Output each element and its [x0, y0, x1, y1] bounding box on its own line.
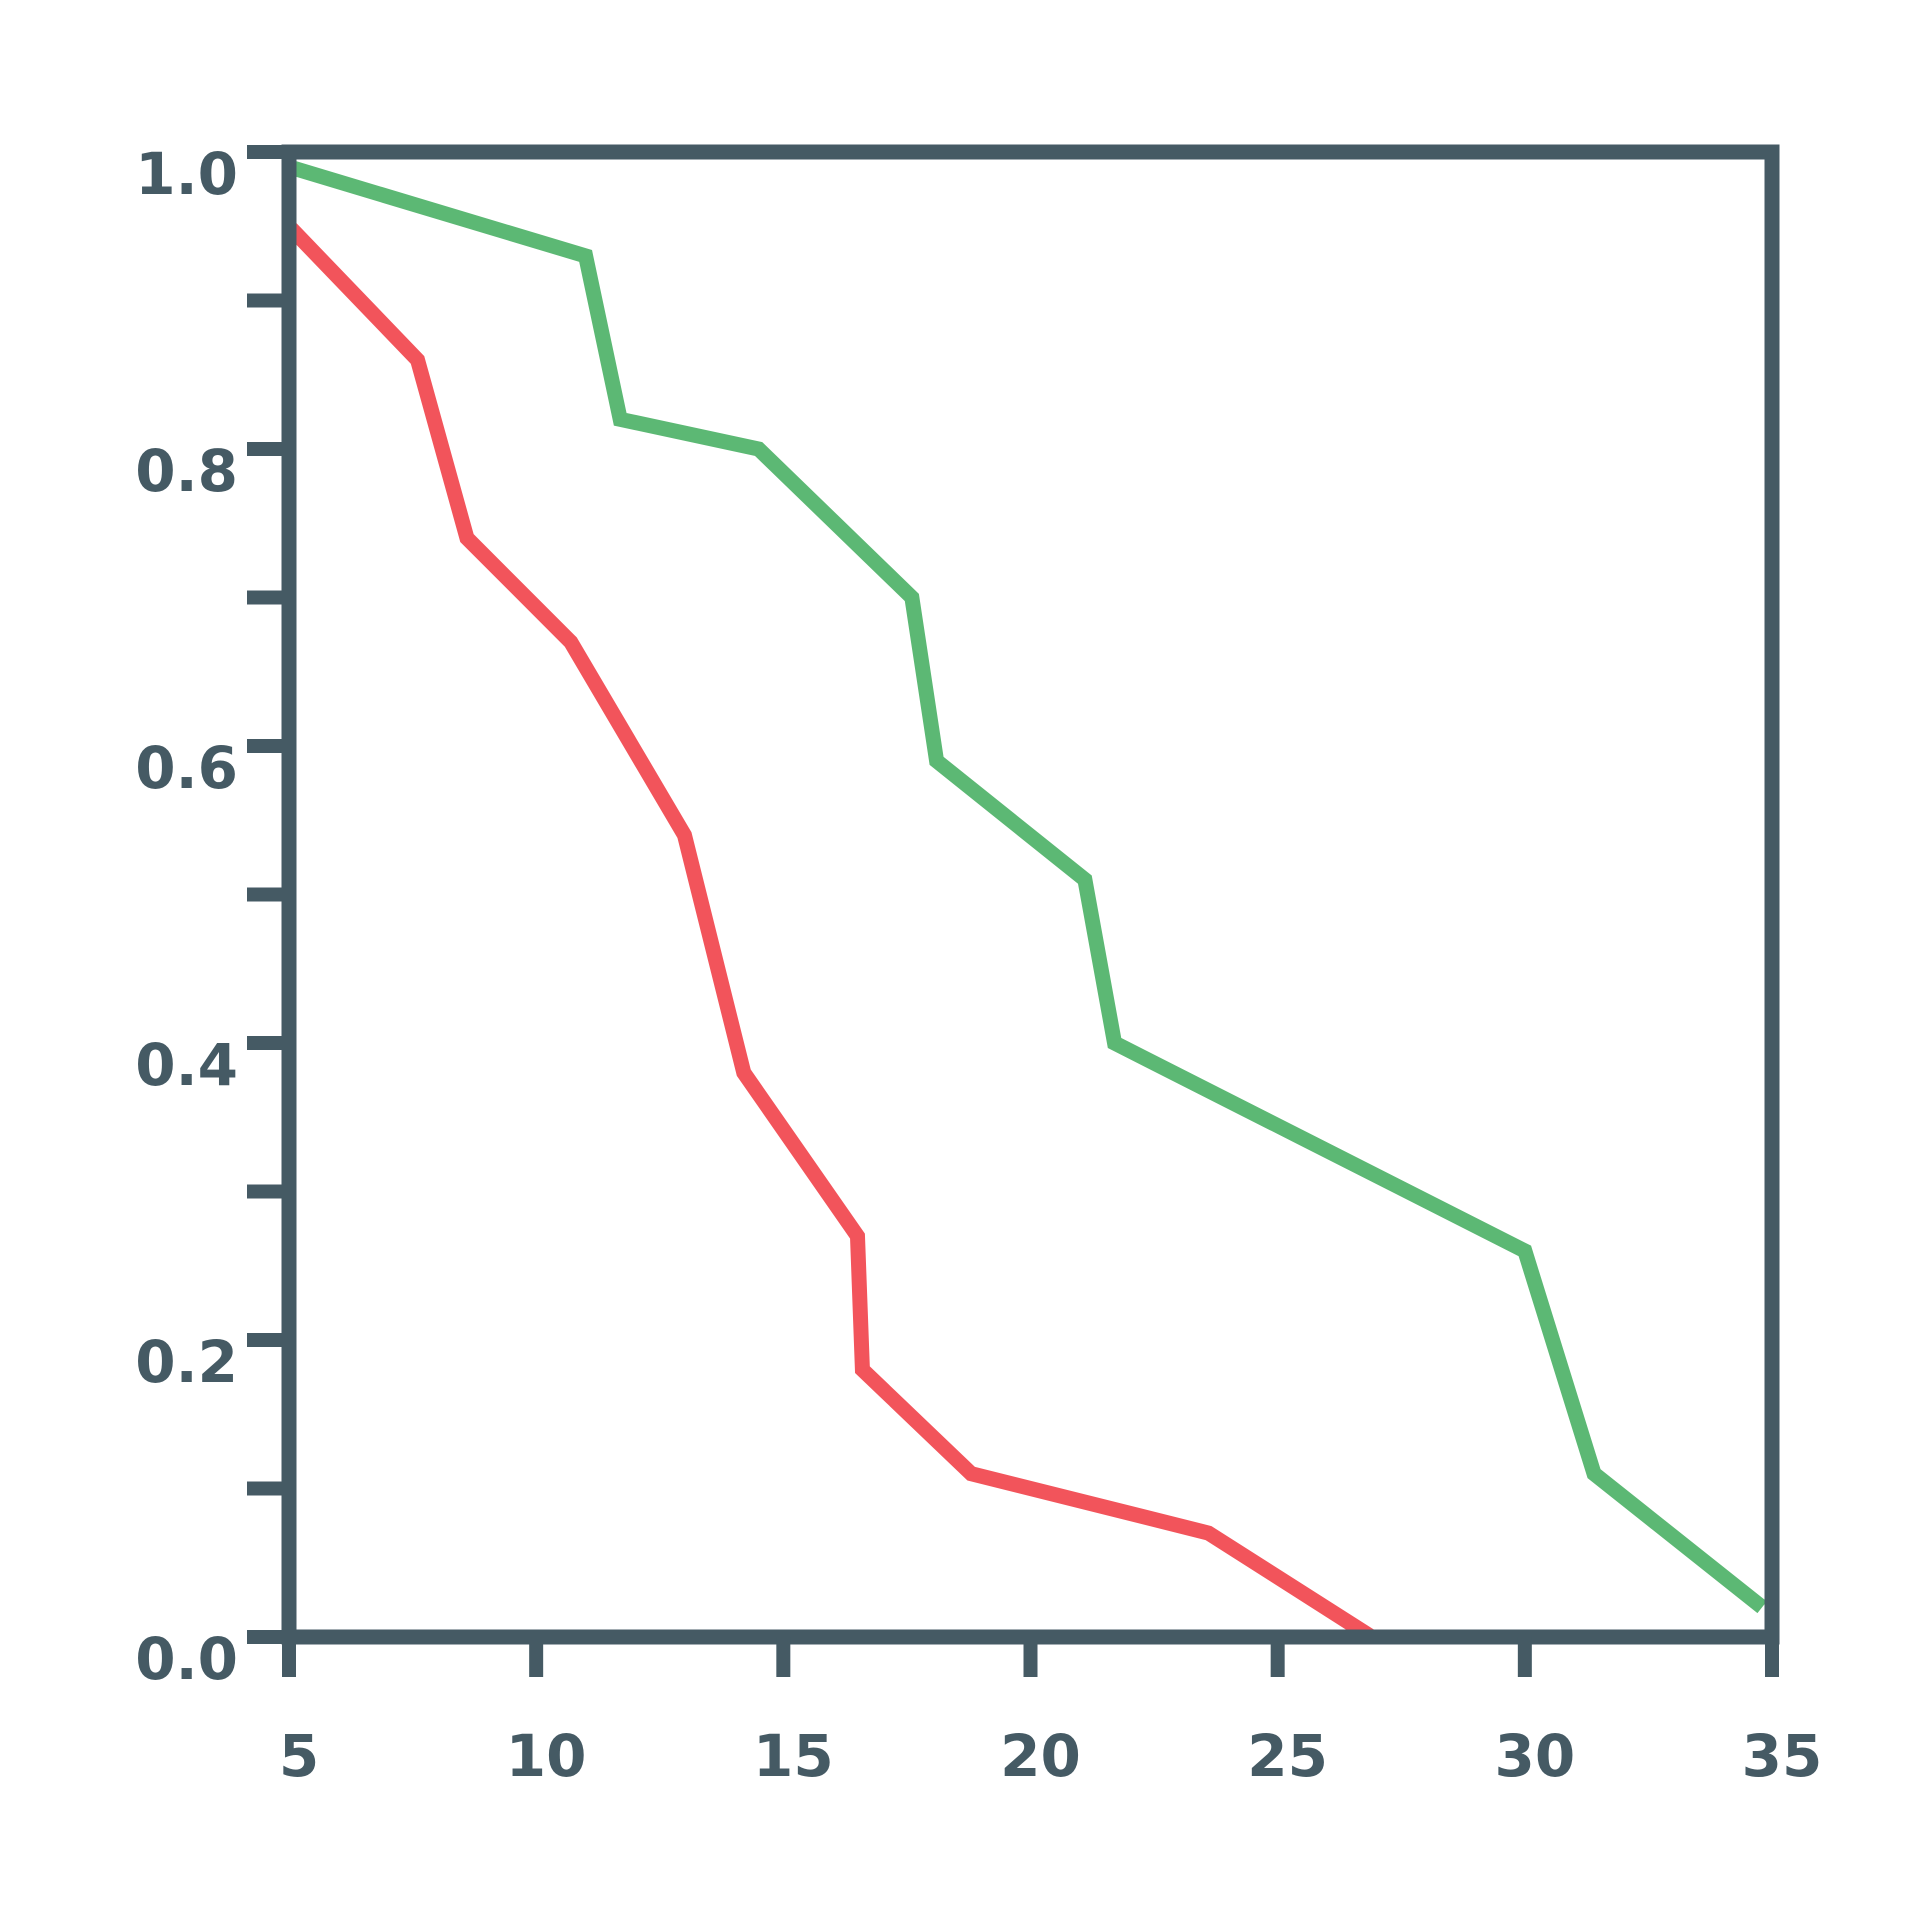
- x-tick-label: 15: [753, 1722, 834, 1790]
- series-line: [283, 221, 1376, 1644]
- y-tick-label: 0.2: [135, 1328, 238, 1396]
- x-tick-label: 25: [1247, 1722, 1328, 1790]
- x-tick-label: 5: [279, 1722, 319, 1790]
- x-tick-label: 35: [1742, 1722, 1823, 1790]
- y-tick-label: 0.0: [135, 1625, 238, 1693]
- plot-frame: [281, 144, 1780, 1645]
- x-tick-label: 10: [506, 1722, 587, 1790]
- y-tick-label: 0.4: [135, 1031, 238, 1099]
- x-tick-label: 20: [1000, 1722, 1081, 1790]
- y-tick-label: 1.0: [135, 140, 238, 208]
- x-tick-label: 30: [1494, 1722, 1575, 1790]
- y-tick-label: 0.8: [135, 437, 238, 505]
- y-tick-label: 0.6: [135, 734, 238, 802]
- series-line: [286, 159, 1767, 1614]
